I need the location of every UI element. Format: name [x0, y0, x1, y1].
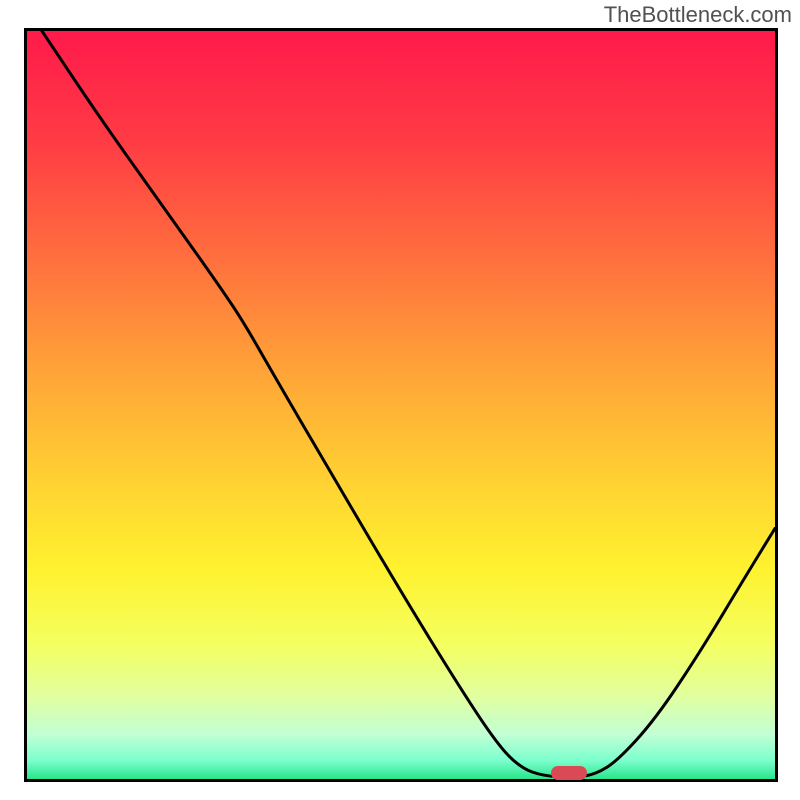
bottleneck-curve	[27, 31, 775, 779]
watermark-text: TheBottleneck.com	[604, 2, 792, 28]
plot-frame	[24, 28, 778, 782]
chart-container: TheBottleneck.com	[0, 0, 800, 800]
optimum-marker	[551, 766, 587, 780]
